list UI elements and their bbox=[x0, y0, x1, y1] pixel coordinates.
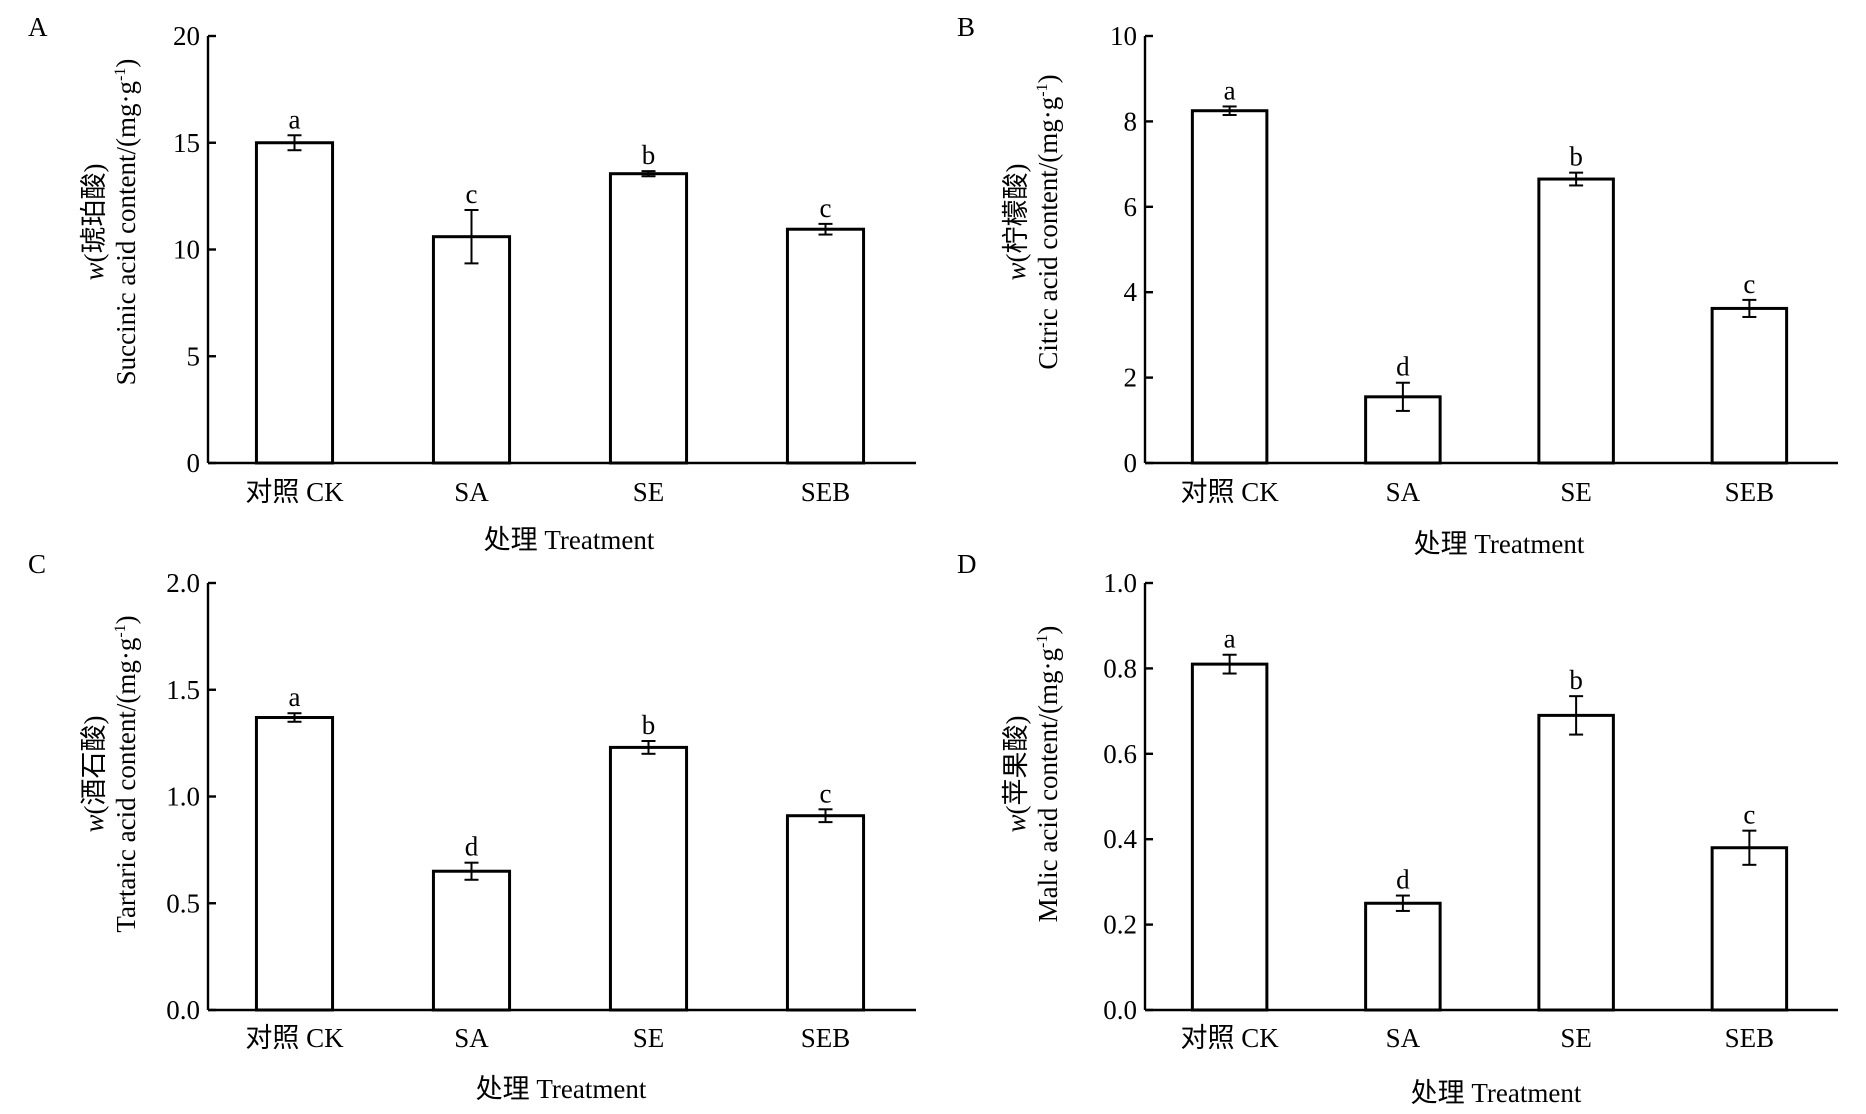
significance-label: b bbox=[1569, 142, 1583, 172]
bar bbox=[1710, 846, 1789, 1012]
bar bbox=[785, 814, 866, 1012]
bar-chart-svg: 0.0 0.2 0.4 0.6 0.8 1.0 a 对照 CK d SA b SE c SEB bbox=[1103, 568, 1838, 1053]
bar bbox=[1710, 306, 1789, 465]
significance-label: d bbox=[1396, 352, 1410, 382]
bar bbox=[254, 716, 335, 1012]
y-tick-label: 0.6 bbox=[1103, 739, 1137, 769]
significance-label: d bbox=[1396, 865, 1410, 895]
significance-label: c bbox=[820, 193, 832, 223]
y-tick-label: 1.0 bbox=[166, 782, 200, 812]
x-axis-title: 处理 Treatment bbox=[483, 525, 655, 555]
x-tick-label: SA bbox=[454, 477, 489, 507]
significance-label: c bbox=[1743, 800, 1755, 830]
x-tick-label: SE bbox=[633, 477, 665, 507]
y-tick-label: 4 bbox=[1124, 277, 1138, 307]
bar bbox=[608, 745, 689, 1012]
y-tick-label: 5 bbox=[187, 341, 201, 371]
bar-chart-svg: 0 5 10 15 20 a 对照 CK c SA b SE c SEB bbox=[173, 21, 916, 507]
x-tick-label: SEB bbox=[801, 1023, 851, 1053]
panel-letter: A bbox=[28, 12, 48, 42]
bar bbox=[1537, 177, 1615, 465]
y-tick-label: 10 bbox=[173, 235, 200, 265]
bar bbox=[785, 227, 866, 465]
panel-letter: D bbox=[957, 549, 977, 579]
x-tick-label: SEB bbox=[1725, 1023, 1775, 1053]
x-tick-label: SA bbox=[1386, 1023, 1421, 1053]
x-tick-label: SEB bbox=[801, 477, 851, 507]
y-tick-label: 0.0 bbox=[1103, 995, 1137, 1025]
y-tick-label: 0.2 bbox=[1103, 910, 1137, 940]
significance-label: d bbox=[465, 832, 479, 862]
x-axis-title: 处理 Treatment bbox=[1410, 1078, 1582, 1108]
x-axis-title: 处理 Treatment bbox=[475, 1074, 647, 1104]
significance-label: a bbox=[289, 682, 301, 712]
significance-label: c bbox=[466, 179, 478, 209]
bar bbox=[431, 869, 512, 1012]
x-tick-label: SEB bbox=[1725, 477, 1775, 507]
x-tick-label: SE bbox=[1560, 477, 1592, 507]
y-tick-label: 6 bbox=[1124, 192, 1138, 222]
bar bbox=[1364, 901, 1442, 1012]
y-tick-label: 0.8 bbox=[1103, 653, 1137, 683]
x-tick-label: 对照 CK bbox=[1180, 1023, 1279, 1053]
y-tick-label: 10 bbox=[1110, 21, 1137, 51]
x-tick-label: 对照 CK bbox=[245, 477, 344, 507]
x-axis-title: 处理 Treatment bbox=[1413, 529, 1585, 559]
panel-letter: C bbox=[28, 549, 47, 579]
y-tick-label: 2 bbox=[1124, 363, 1138, 393]
y-tick-label: 2.0 bbox=[166, 568, 200, 598]
y-tick-label: 1.0 bbox=[1103, 568, 1137, 598]
y-tick-label: 0.4 bbox=[1103, 824, 1137, 854]
x-tick-label: SA bbox=[454, 1023, 489, 1053]
significance-label: a bbox=[289, 104, 301, 134]
x-tick-label: 对照 CK bbox=[1180, 477, 1279, 507]
y-tick-label: 0.5 bbox=[166, 888, 200, 918]
significance-label: b bbox=[642, 140, 656, 170]
x-tick-label: SA bbox=[1386, 477, 1421, 507]
bar bbox=[1190, 662, 1269, 1012]
bar bbox=[608, 172, 689, 465]
significance-label: c bbox=[820, 778, 832, 808]
y-tick-label: 0 bbox=[187, 448, 201, 478]
y-tick-label: 15 bbox=[173, 128, 200, 158]
y-tick-label: 0.0 bbox=[166, 995, 200, 1025]
y-tick-label: 0 bbox=[1124, 448, 1138, 478]
y-tick-label: 1.5 bbox=[166, 675, 200, 705]
chart-panel-c: C w(酒石酸) Tartaric acid content/(mg·g-1) … bbox=[0, 549, 933, 1114]
bar bbox=[254, 141, 335, 465]
bar bbox=[1190, 109, 1269, 465]
x-tick-label: SE bbox=[1560, 1023, 1592, 1053]
significance-label: c bbox=[1743, 269, 1755, 299]
bar bbox=[431, 235, 512, 465]
significance-label: a bbox=[1224, 75, 1236, 105]
y-tick-label: 8 bbox=[1124, 106, 1138, 136]
panel-letter: B bbox=[957, 12, 976, 42]
significance-label: a bbox=[1224, 624, 1236, 654]
x-tick-label: SE bbox=[633, 1023, 665, 1053]
chart-panel-d: D w(苹果酸) Malic acid content/(mg·g-1) 0.0… bbox=[933, 549, 1866, 1114]
y-tick-label: 20 bbox=[173, 21, 200, 51]
significance-label: b bbox=[1569, 665, 1583, 695]
bar-chart-svg: 0.0 0.5 1.0 1.5 2.0 a 对照 CK d SA b SE c SEB bbox=[166, 568, 916, 1053]
significance-label: b bbox=[642, 710, 656, 740]
chart-panel-a: A w(琥珀酸) Succinic acid content/(mg·g-1) … bbox=[0, 0, 933, 557]
bar bbox=[1537, 713, 1615, 1012]
bar-chart-svg: 0 2 4 6 8 10 a 对照 CK d SA b SE c SEB bbox=[1110, 21, 1838, 507]
x-tick-label: 对照 CK bbox=[245, 1023, 344, 1053]
